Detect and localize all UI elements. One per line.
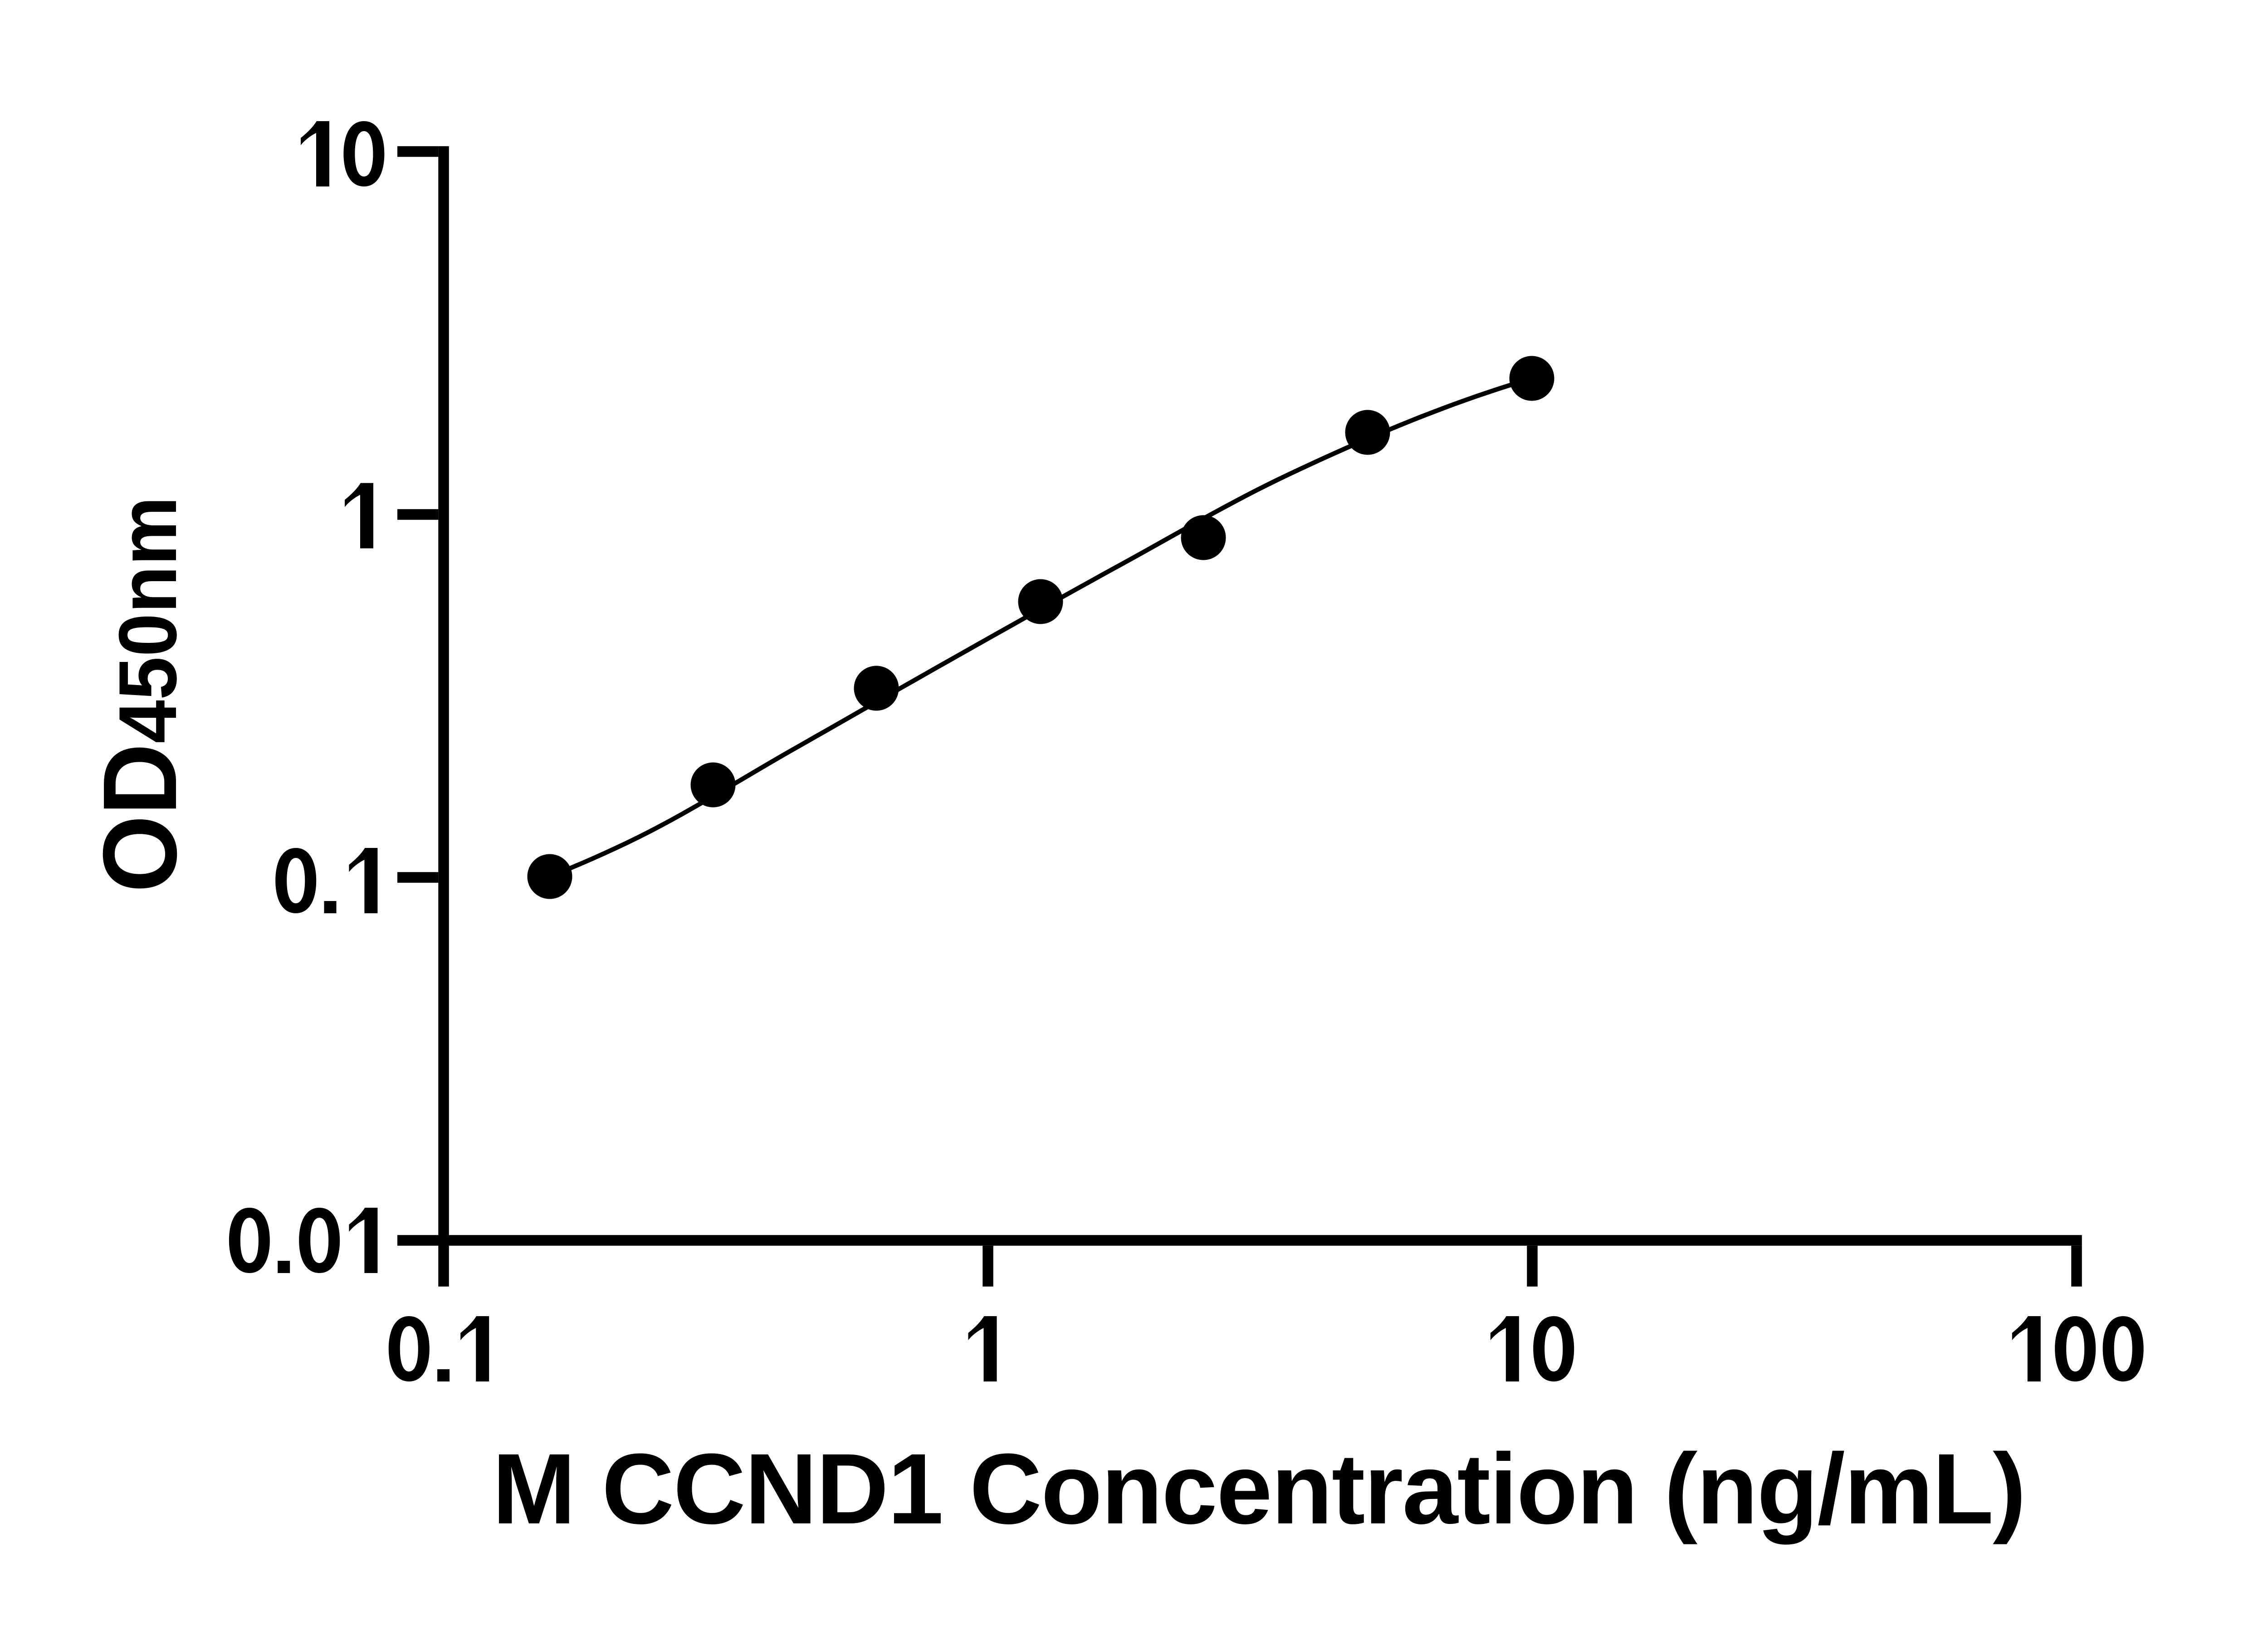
svg-text:OD450nm: OD450nm xyxy=(81,496,198,892)
svg-text:M CCND1 Concentration (ng/mL): M CCND1 Concentration (ng/mL) xyxy=(492,1433,2025,1545)
